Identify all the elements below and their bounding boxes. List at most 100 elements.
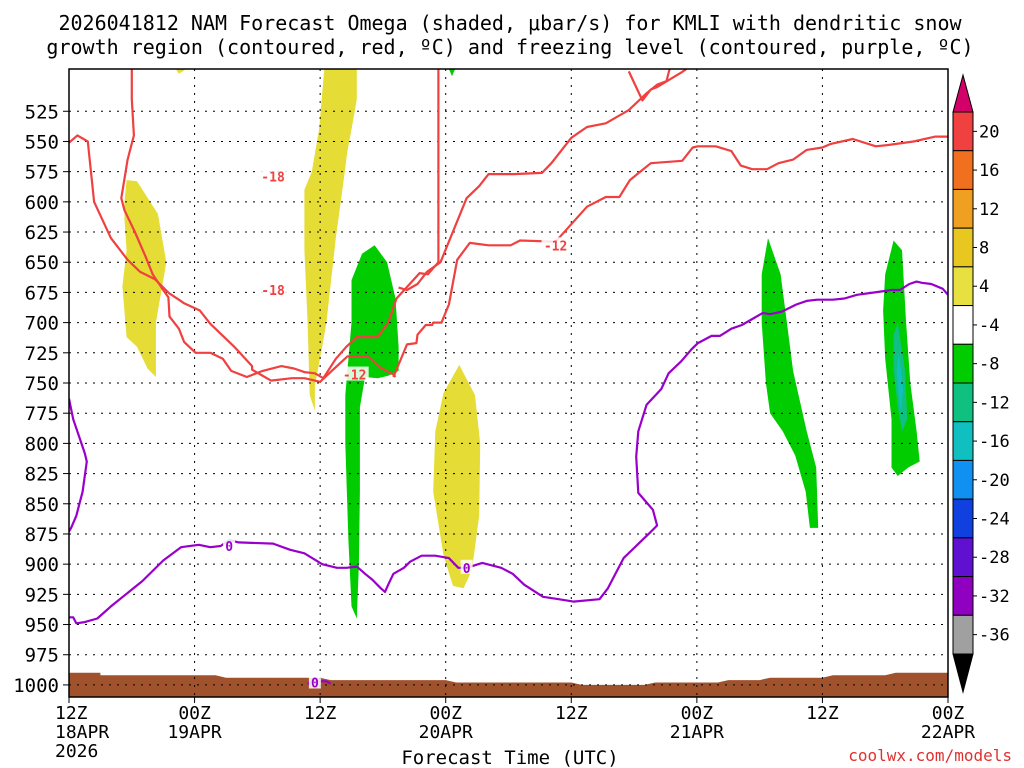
y-tick-label: 950 — [25, 615, 59, 637]
y-tick-label: 925 — [25, 584, 59, 606]
contour-label: -18 — [261, 170, 285, 185]
y-tick-label: 625 — [25, 222, 59, 244]
x-tick-label-line1: 00Z — [429, 703, 462, 724]
x-tick-label-line2: 20APR — [419, 722, 473, 743]
colorbar-label: 4 — [979, 277, 989, 297]
colorbar-label: -20 — [979, 471, 1010, 491]
x-tick-label-line1: 00Z — [932, 703, 965, 724]
x-axis-label: Forecast Time (UTC) — [401, 747, 618, 768]
colorbar-box — [952, 537, 974, 578]
y-tick-label: 825 — [25, 464, 59, 486]
x-tick-label-line2: 18APR — [55, 722, 109, 743]
contour-label: -12 — [343, 369, 366, 384]
y-tick-label: 775 — [25, 403, 59, 425]
contour-label: -12 — [544, 239, 567, 254]
x-tick-label-line2: 22APR — [921, 722, 975, 743]
colorbar-label: -32 — [979, 587, 1010, 607]
chart-title-line2: growth region (contoured, red, ºC) and f… — [46, 35, 973, 59]
colorbar-label: -24 — [979, 510, 1010, 530]
y-tick-label: 550 — [25, 131, 59, 153]
contour-label-bg — [460, 559, 473, 574]
contour-label-bg — [541, 237, 570, 252]
omega-pos-2 — [304, 69, 357, 411]
colorbar-label: 16 — [979, 161, 999, 181]
colorbar-label: -16 — [979, 432, 1010, 452]
colorbar-bottom-arrow — [952, 653, 974, 694]
colorbar-top-arrow — [952, 73, 974, 113]
freezing-level-left — [69, 398, 88, 533]
pressure-axis: 525 550 575 600 625 650 675 700 725 750 775 800 825 8… — [13, 101, 69, 697]
below-ground — [69, 672, 948, 697]
colorbar-box — [952, 266, 974, 307]
y-tick-label: 700 — [25, 313, 59, 335]
colorbar-box — [952, 343, 974, 384]
colorbar-label: -8 — [979, 355, 999, 375]
y-tick-label: 850 — [25, 494, 59, 516]
contour-label-bg — [308, 674, 321, 689]
y-tick-label: 975 — [25, 645, 59, 667]
colorbar-label: -28 — [979, 548, 1010, 568]
watermark: coolwx.com/models — [848, 746, 1012, 765]
colorbar: 20 16 12 8 4 -4 -8 -12 -16 -20 -24 -28 -32 -36 — [952, 73, 1010, 694]
y-tick-label: 575 — [25, 162, 59, 184]
x-tick-label-line2: 19APR — [167, 722, 221, 743]
contour-label: 0 — [225, 540, 233, 555]
x-tick-label-line1: 12Z — [555, 703, 588, 724]
contour-label-bg — [259, 168, 288, 183]
omega-neg-5 — [896, 352, 903, 414]
y-tick-label: 600 — [25, 192, 59, 214]
y-tick-label: 875 — [25, 524, 59, 546]
colorbar-label: -12 — [979, 393, 1010, 413]
contour-label: 0 — [463, 562, 471, 577]
plot-background — [69, 69, 948, 697]
omega-neg-top-a — [448, 69, 456, 77]
colorbar-box — [952, 459, 974, 500]
colorbar-label: 12 — [979, 200, 999, 220]
omega-pos-top-b — [175, 69, 187, 74]
colorbar-box — [952, 614, 974, 655]
contour-label-bg — [223, 538, 236, 553]
x-tick-label-line3: 2026 — [55, 741, 98, 762]
freezing-level-main — [69, 280, 948, 625]
colorbar-box — [952, 150, 974, 190]
x-tick-label-line1: 12Z — [304, 703, 337, 724]
colorbar-box — [952, 305, 974, 345]
x-tick-label-line1: 12Z — [55, 703, 88, 724]
x-tick-label-line1: 00Z — [178, 703, 211, 724]
colorbar-box — [952, 421, 974, 461]
y-tick-label: 725 — [25, 343, 59, 365]
colorbar-box — [952, 576, 974, 616]
colorbar-box — [952, 498, 974, 539]
y-tick-label: 675 — [25, 282, 59, 304]
chart-title-line1: 2026041812 NAM Forecast Omega (shaded, μ… — [58, 11, 962, 35]
y-tick-label: 525 — [25, 101, 59, 123]
colorbar-box — [952, 227, 974, 268]
contour-label: -18 — [261, 284, 285, 299]
y-tick-label: 900 — [25, 554, 59, 576]
dgz-minus12 — [392, 135, 948, 378]
colorbar-label: 8 — [979, 239, 989, 259]
colorbar-label: 20 — [979, 122, 999, 142]
x-tick-label-line1: 12Z — [806, 703, 839, 724]
x-tick-label-line2: 21APR — [670, 722, 724, 743]
contour-label-bg — [340, 366, 369, 381]
colorbar-box — [952, 111, 974, 152]
omega-neg-1 — [345, 245, 399, 619]
dgz-minus18-lower — [69, 134, 397, 383]
y-tick-label: 750 — [25, 373, 59, 395]
contour-label: 0 — [311, 677, 319, 692]
colorbar-box — [952, 382, 974, 423]
plot-area: -18 -18 -12 -12 0 0 0 — [68, 68, 949, 698]
colorbar-label: -4 — [979, 316, 999, 336]
y-tick-label: 1000 — [13, 675, 59, 697]
y-tick-label: 800 — [25, 433, 59, 455]
x-tick-label-line1: 00Z — [681, 703, 714, 724]
y-tick-label: 650 — [25, 252, 59, 274]
colorbar-label: -36 — [979, 626, 1010, 646]
omega-pos-3 — [433, 364, 481, 589]
colorbar-box — [952, 188, 974, 229]
contour-label-bg — [259, 282, 288, 297]
dgz-minus18-upper — [120, 69, 440, 380]
